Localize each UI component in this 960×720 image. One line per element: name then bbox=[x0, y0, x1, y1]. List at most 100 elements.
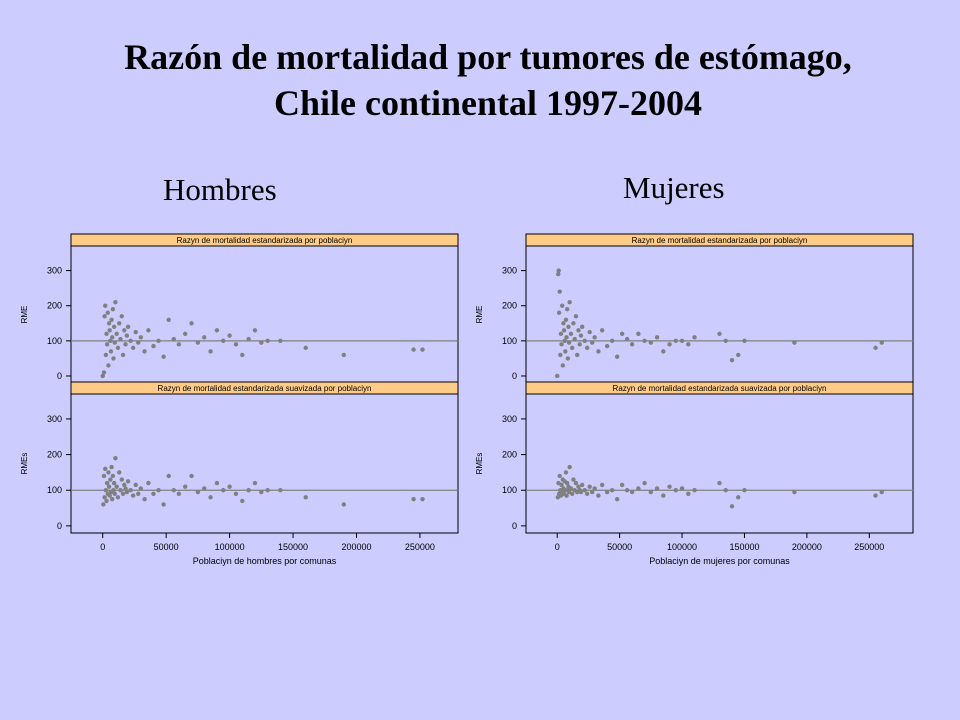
hombres-rme-point bbox=[182, 331, 188, 337]
hombres-rme-point bbox=[136, 340, 141, 345]
hombres-rme-point bbox=[128, 338, 133, 344]
mujeres-rme-point bbox=[560, 303, 565, 308]
mujeres-rme-point bbox=[571, 321, 576, 326]
hombres-rmes-point bbox=[240, 498, 245, 504]
hombres-rmes-point bbox=[420, 496, 425, 502]
mujeres-rmes-point bbox=[792, 489, 797, 495]
mujeres-rmes-ytick-label: 200 bbox=[502, 450, 517, 460]
mujeres-rmes-point bbox=[563, 470, 569, 475]
hombres-rme-strip bbox=[70, 233, 459, 247]
hombres-rmes-point bbox=[111, 480, 117, 486]
hombres-rmes-point bbox=[252, 480, 258, 486]
hombres-rmes-point bbox=[202, 486, 207, 491]
hombres-rme-point bbox=[102, 314, 107, 319]
hombres-rmes-point bbox=[303, 495, 308, 500]
mujeres-rme-point bbox=[717, 331, 722, 337]
hombres-rmes-point bbox=[108, 477, 113, 482]
mujeres-rme-point bbox=[587, 329, 592, 335]
hombres-rmes-ytick-label: 100 bbox=[47, 485, 62, 495]
hombres-rmes-point bbox=[221, 488, 226, 493]
hombres-rmes-point bbox=[123, 486, 128, 491]
hombres-rme-point bbox=[130, 345, 136, 351]
hombres-xlabel: Poblaciyn de hombres por comunas bbox=[193, 556, 337, 566]
mujeres-rme-point bbox=[723, 338, 728, 344]
title-line-1: Razón de mortalidad por tumores de estóm… bbox=[124, 37, 852, 77]
hombres-rme-point bbox=[117, 321, 122, 326]
mujeres-rmes-point bbox=[589, 489, 595, 495]
mujeres-xtick-label: 250000 bbox=[854, 542, 884, 552]
hombres-rme-point bbox=[166, 317, 171, 322]
hombres-rmes-point bbox=[124, 489, 130, 495]
mujeres-rme-point bbox=[573, 314, 579, 319]
hombres-rmes-point bbox=[106, 484, 112, 489]
hombres-rme-point bbox=[118, 336, 123, 342]
panel-label-hombres: Hombres bbox=[163, 172, 277, 207]
mujeres-rmes-point bbox=[723, 488, 728, 493]
hombres-rme-point bbox=[114, 331, 119, 337]
mujeres-rmes-point bbox=[604, 489, 610, 495]
mujeres-rme-point bbox=[563, 317, 569, 322]
hombres-rmes-point bbox=[265, 488, 270, 493]
hombres-rmes-point bbox=[103, 466, 108, 472]
mujeres-rmes-point bbox=[564, 480, 570, 486]
hombres-rme-point bbox=[202, 335, 207, 340]
hombres-rme-ylabel: RME bbox=[20, 306, 29, 324]
hombres-rmes-ytick-label: 0 bbox=[57, 521, 62, 531]
mujeres-rme-point bbox=[636, 331, 641, 337]
mujeres-xtick-label: 100000 bbox=[667, 542, 697, 552]
panel-label-mujeres: Mujeres bbox=[623, 170, 725, 205]
mujeres-rmes-point bbox=[573, 480, 579, 486]
hombres-rmes-point bbox=[101, 502, 106, 507]
hombres-rmes-point bbox=[104, 480, 110, 486]
mujeres-rmes-point bbox=[587, 484, 592, 489]
mujeres-rme-point bbox=[565, 356, 571, 361]
mujeres-xtick-label: 50000 bbox=[607, 542, 632, 552]
mujeres-rmes-point bbox=[629, 489, 635, 495]
hombres-rme-point bbox=[259, 340, 264, 345]
mujeres-rme-point bbox=[599, 328, 605, 333]
hombres-rmes-point bbox=[114, 484, 119, 489]
hombres-rme-point bbox=[119, 314, 124, 319]
mujeres-rme-point bbox=[736, 352, 741, 358]
hombres-rme-point bbox=[176, 342, 182, 347]
mujeres-rme-point bbox=[561, 328, 567, 333]
hombres-rmes-point bbox=[106, 470, 111, 475]
hombres-rmes-ytick-label: 300 bbox=[47, 414, 62, 424]
hombres-rme-ytick-label: 200 bbox=[47, 301, 62, 311]
mujeres-rme-point bbox=[558, 352, 563, 358]
hombres-rmes-point bbox=[156, 488, 161, 493]
hombres-rmes-point bbox=[208, 495, 213, 500]
mujeres-rme-point bbox=[555, 373, 560, 379]
hombres-rme-point bbox=[104, 342, 110, 347]
mujeres-rme-ytick-label: 200 bbox=[502, 301, 517, 311]
mujeres-rme-point bbox=[568, 331, 574, 337]
mujeres-rme-point bbox=[556, 310, 562, 315]
mujeres-rme-point bbox=[572, 336, 577, 342]
mujeres-rmes-strip-label: Razyn de mortalidad estandarizada suaviz… bbox=[613, 384, 827, 393]
hombres-rme-point bbox=[105, 310, 110, 315]
hombres-rmes-point bbox=[113, 455, 118, 461]
hombres-rmes-point bbox=[189, 473, 194, 479]
mujeres-rmes-point bbox=[599, 482, 605, 488]
hombres-rme-ytick-label: 100 bbox=[47, 336, 62, 346]
mujeres-rme-point bbox=[582, 338, 587, 344]
mujeres-rmes-point bbox=[571, 477, 576, 482]
hombres-rme-ytick-label: 0 bbox=[57, 371, 62, 381]
mujeres-xtick-label: 200000 bbox=[792, 542, 822, 552]
hombres-rmes-point bbox=[138, 486, 143, 491]
hombres-rme-point bbox=[252, 328, 258, 333]
hombres-rmes-point bbox=[246, 488, 251, 493]
hombres-rme-point bbox=[108, 349, 114, 354]
hombres-rme-point bbox=[146, 328, 151, 333]
mujeres-rme-point bbox=[576, 328, 581, 333]
hombres-rme-point bbox=[233, 342, 239, 347]
hombres-xtick-label: 200000 bbox=[341, 542, 371, 552]
hombres-rme-point bbox=[221, 338, 226, 344]
mujeres-xlabel: Poblaciyn de mujeres por comunas bbox=[649, 556, 790, 566]
hombres-rme-point bbox=[411, 347, 416, 352]
hombres-rmes-point bbox=[104, 498, 109, 504]
mujeres-rme-point bbox=[614, 354, 620, 359]
mujeres-rme-point bbox=[692, 335, 697, 340]
hombres-xtick-label: 0 bbox=[100, 542, 105, 552]
mujeres-rmes-point bbox=[592, 486, 597, 491]
